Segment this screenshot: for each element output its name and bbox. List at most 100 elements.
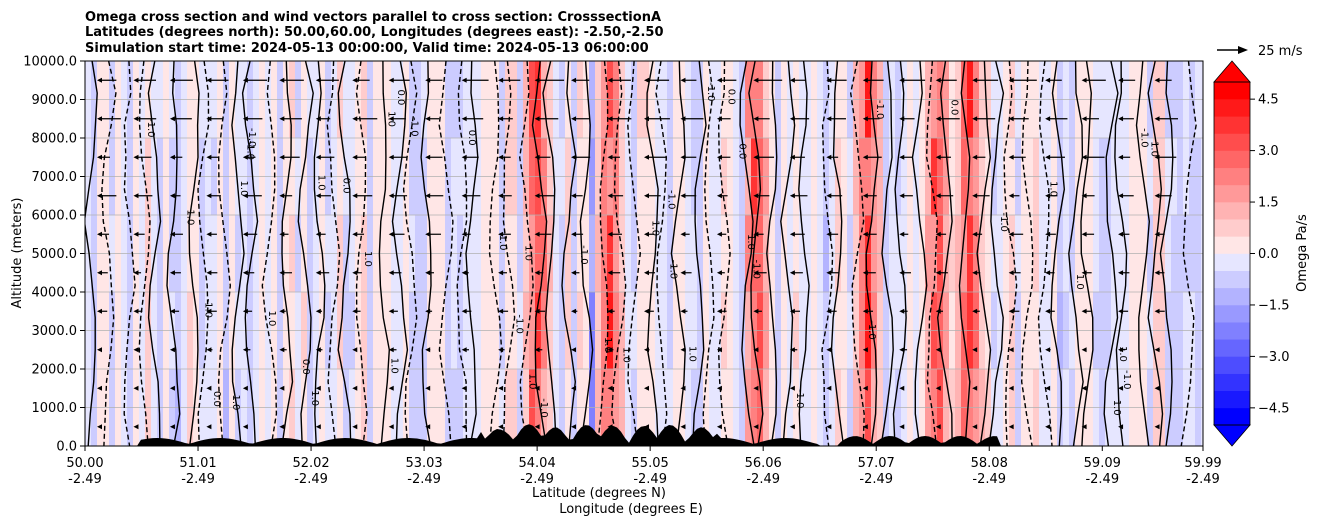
wind-vector-head [1008,77,1014,83]
x-tick-label-lon: -2.49 [520,472,554,487]
contour-label: -1.0 [998,212,1009,232]
x-tick-label-lat: 58.08 [971,456,1008,471]
wind-vector-head [1118,193,1124,199]
wind-vector-head [169,270,175,276]
contour-label: 1.0 [1048,181,1059,197]
contour-line [611,61,627,446]
wind-vector-head [425,308,431,314]
wind-vector-head [644,77,649,83]
wind-vector-head [716,424,722,430]
colorbar-segment [1214,219,1250,237]
wind-vector-head [1118,116,1124,122]
wind-vector-head [315,270,321,276]
wind-vector-head [534,193,540,199]
wind-vector-head [716,308,722,314]
chart-title-line-1: Omega cross section and wind vectors par… [85,10,661,25]
wind-vector-head [789,270,795,276]
colorbar-segment [1214,407,1250,426]
wind-vector-head [315,424,321,430]
wind-vector-head [133,424,139,430]
colorbar-extend-top [1213,60,1251,83]
wind-vector-head [862,308,868,314]
contour-line [1135,61,1151,446]
wind-vector-head [169,77,175,83]
wind-vector-head [1118,347,1124,353]
wind-vector-head [607,154,613,160]
wind-vector-head [826,116,832,122]
wind-vector-head [461,231,467,237]
wind-vector-head [935,77,941,83]
wind-vector-head [206,116,212,122]
colorbar-tick-label: 1.5 [1258,196,1279,211]
x-axis: 50.00-2.4951.01-2.4952.02-2.4953.03-2.49… [66,446,1222,487]
wind-vector-head [644,193,649,199]
wind-vector-head [498,347,504,353]
contour-line [1159,61,1174,446]
wind-vector-head [753,231,759,237]
wind-vector-head [1154,154,1160,160]
wind-vector-head [972,77,978,83]
wind-vector-head [571,231,577,237]
wind-vector-head [935,116,941,122]
wind-vector-head [133,116,139,122]
wind-vector-head [607,77,613,83]
wind-vector-head [242,231,248,237]
wind-vector-head [789,77,795,83]
wind-vector-head [826,385,832,391]
wind-vector-head [1118,385,1124,391]
contour-line [502,61,516,446]
wind-vector-head [388,116,394,122]
colorbar-segment [1214,287,1250,306]
colorbar-segment [1214,390,1250,409]
wind-vector-head [753,385,759,391]
wind-vector-head [534,231,540,237]
wind-vector-head [388,154,394,160]
wind-vector-head [1008,270,1014,276]
wind-vector-head [680,77,686,83]
wind-vector-head [862,270,868,276]
wind-vector-head [789,231,795,237]
wind-vector-head [972,347,978,353]
wind-vector-head [1008,347,1014,353]
contour-line [798,61,810,446]
wind-vector-head [279,77,285,83]
wind-vector-head [1154,270,1160,276]
wind-vector-head [352,270,358,276]
x-tick-label-lon: -2.49 [68,472,102,487]
wind-vector-head [753,154,759,160]
contour-line [655,61,668,446]
wind-vector-head [1045,424,1051,430]
contour-line [976,61,992,446]
x-tick-label-lat: 59.99 [1184,456,1221,471]
contour-line [936,61,953,446]
wind-vector-head [1045,270,1051,276]
wind-vector-head [315,231,321,237]
wind-vector-head [425,347,431,353]
wind-vector-head [169,193,175,199]
wind-vector-head [1045,116,1051,122]
wind-vector-head [935,308,941,314]
contour-line [561,61,577,446]
x-tick-label-lat: 53.03 [405,456,442,471]
contour-line [297,61,314,446]
x-tick-label-lon: -2.49 [181,472,215,487]
wind-vector-head [352,77,358,83]
wind-vector-head [972,193,978,199]
y-tick-label: 6000.0 [32,209,78,224]
wind-vector-head [169,385,175,391]
wind-vector-head [862,193,868,199]
wind-vector-head [242,385,248,391]
contour-line [865,61,879,446]
contour-label: 1.0 [621,347,632,363]
contour-line [911,61,928,446]
wind-vector-head [242,193,248,199]
contour-label: -1.0 [668,260,679,280]
colorbar-segment [1214,150,1250,169]
colorbar-segment [1214,253,1250,271]
wind-vector-head [644,385,649,391]
colorbar-segment [1214,116,1250,134]
wind-vector-head [498,270,504,276]
colorbar-segment [1214,339,1250,357]
wind-vector-head [972,231,978,237]
wind-vector-head [461,424,467,430]
